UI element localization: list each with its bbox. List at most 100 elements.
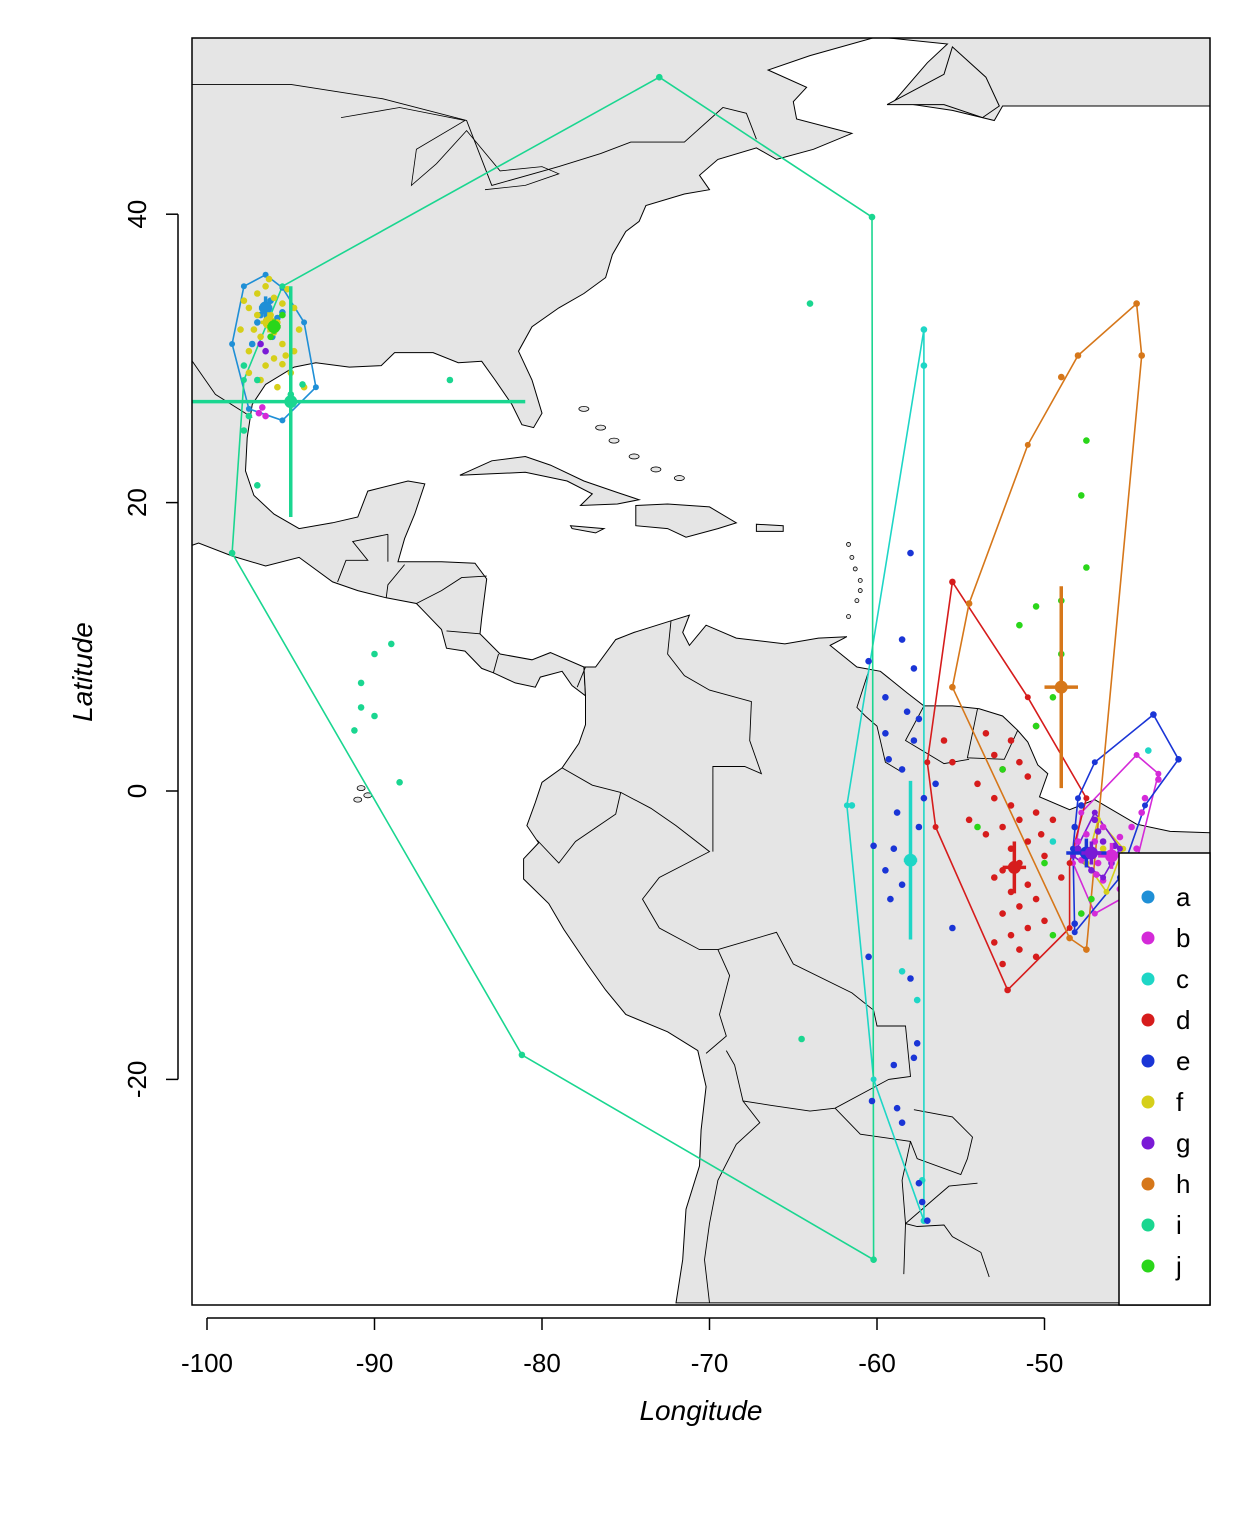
hull-vertex-e-6 bbox=[1075, 795, 1081, 802]
point-f-9 bbox=[279, 340, 286, 348]
legend-label-f: f bbox=[1176, 1087, 1184, 1117]
point-b-17 bbox=[259, 404, 266, 411]
point-f-23 bbox=[282, 352, 290, 359]
point-f-13 bbox=[237, 326, 244, 333]
point-g-9 bbox=[1074, 845, 1082, 852]
newfoundland-landmass bbox=[886, 46, 1000, 119]
country-border-19 bbox=[903, 1182, 978, 1275]
point-e-7 bbox=[882, 730, 889, 737]
point-g-0 bbox=[262, 347, 269, 355]
hull-vertex-h-0 bbox=[1133, 300, 1140, 307]
point-d-23 bbox=[1032, 895, 1040, 903]
hull-vertex-d-4 bbox=[1066, 925, 1073, 931]
country-border-8 bbox=[576, 666, 586, 688]
crosshair-a bbox=[258, 296, 273, 320]
cuba-landmass bbox=[459, 455, 642, 507]
point-c-9 bbox=[1145, 747, 1152, 754]
puerto-rico-landmass bbox=[755, 523, 784, 532]
point-e-26 bbox=[915, 1179, 923, 1187]
x-tick-label: -80 bbox=[523, 1348, 561, 1378]
point-j-14 bbox=[1041, 859, 1048, 867]
hull-vertex-f-2 bbox=[1103, 888, 1110, 895]
centroid-g bbox=[1084, 846, 1098, 860]
point-i-16 bbox=[240, 427, 248, 434]
legend-marker-g bbox=[1141, 1136, 1155, 1150]
point-e-5 bbox=[915, 715, 923, 723]
point-j-15 bbox=[1078, 910, 1085, 917]
country-border-11 bbox=[904, 705, 970, 765]
legend-label-g: g bbox=[1176, 1128, 1190, 1158]
hull-vertex-b-3 bbox=[1091, 910, 1098, 917]
hull-vertex-e-1 bbox=[1175, 756, 1182, 763]
hull-i bbox=[231, 76, 875, 1262]
legend-item-f: f bbox=[1141, 1087, 1184, 1117]
hull-vertex-e-2 bbox=[1142, 802, 1148, 809]
legend-label-b: b bbox=[1176, 923, 1190, 953]
antilles-island-6 bbox=[846, 614, 851, 619]
hull-vertex-b-5 bbox=[1078, 809, 1085, 816]
point-e-30 bbox=[932, 780, 939, 788]
point-f-7 bbox=[250, 326, 258, 333]
point-i-11 bbox=[396, 779, 403, 786]
point-f-18 bbox=[240, 297, 248, 305]
point-j-10 bbox=[1049, 694, 1057, 701]
y-tick-label: 40 bbox=[122, 200, 152, 229]
point-f-1 bbox=[262, 283, 269, 290]
antilles-island-4 bbox=[857, 588, 863, 593]
legend-marker-d bbox=[1141, 1013, 1155, 1027]
country-border-15 bbox=[717, 931, 911, 1112]
point-e-10 bbox=[898, 766, 906, 773]
point-d-1 bbox=[982, 730, 990, 737]
hull-vertex-a-4 bbox=[312, 384, 319, 391]
point-e-12 bbox=[893, 809, 901, 816]
point-d-10 bbox=[1007, 802, 1015, 809]
legend-label-i: i bbox=[1176, 1210, 1182, 1240]
point-j-2 bbox=[279, 311, 286, 319]
point-i-8 bbox=[357, 704, 365, 711]
point-f-3 bbox=[279, 300, 286, 307]
point-i-6 bbox=[388, 640, 395, 648]
point-f-2 bbox=[270, 294, 278, 302]
point-f-4 bbox=[245, 304, 253, 312]
point-e-19 bbox=[865, 953, 872, 961]
country-border-1 bbox=[192, 360, 253, 418]
point-e-16 bbox=[882, 867, 889, 874]
bahamas-island-5 bbox=[673, 475, 685, 481]
legend-marker-h bbox=[1141, 1177, 1155, 1191]
country-border-16 bbox=[834, 1107, 973, 1176]
point-d-27 bbox=[1024, 924, 1032, 932]
legend-marker-e bbox=[1141, 1054, 1155, 1068]
point-i-15 bbox=[245, 412, 253, 420]
point-d-37 bbox=[1049, 816, 1057, 824]
point-d-36 bbox=[940, 737, 948, 744]
point-e-22 bbox=[910, 1054, 918, 1062]
point-j-0 bbox=[267, 333, 274, 341]
point-j-12 bbox=[999, 766, 1006, 773]
point-c-4 bbox=[913, 996, 921, 1004]
centroid-d bbox=[1007, 860, 1021, 874]
hull-vertex-d-6 bbox=[932, 824, 939, 830]
legend-label-h: h bbox=[1176, 1169, 1190, 1199]
crosshair-j bbox=[267, 319, 281, 334]
point-e-1 bbox=[898, 636, 906, 643]
point-e-20 bbox=[907, 975, 914, 982]
hull-vertex-d-1 bbox=[1024, 694, 1031, 701]
y-tick-label: -20 bbox=[122, 1061, 152, 1099]
point-e-8 bbox=[910, 737, 918, 744]
country-border-14 bbox=[620, 792, 731, 1054]
point-d-31 bbox=[1032, 953, 1040, 961]
point-e-3 bbox=[865, 657, 872, 665]
antilles-island-0 bbox=[846, 542, 851, 547]
legend-marker-j bbox=[1141, 1259, 1155, 1273]
bahamas-island-3 bbox=[628, 453, 640, 460]
series-d-points bbox=[924, 578, 1090, 994]
hull-vertex-i-0 bbox=[656, 74, 663, 81]
x-tick-label: -70 bbox=[691, 1348, 729, 1378]
legend-box bbox=[1118, 852, 1211, 1306]
point-b-19 bbox=[262, 412, 269, 420]
bahamas-island-2 bbox=[608, 437, 620, 444]
point-b-16 bbox=[1133, 845, 1140, 852]
antilles-island-1 bbox=[849, 554, 855, 560]
point-d-5 bbox=[1016, 758, 1023, 766]
bahamas-island-1 bbox=[595, 424, 607, 431]
